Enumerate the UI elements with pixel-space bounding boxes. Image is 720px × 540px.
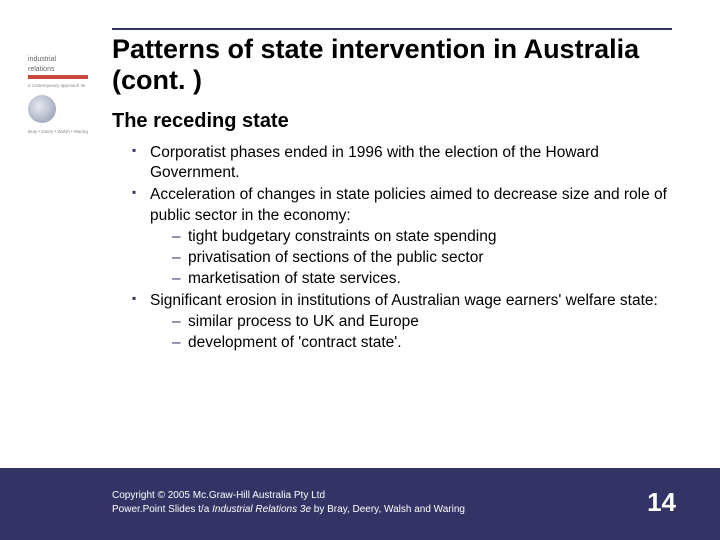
- bullet-text: Significant erosion in institutions of A…: [150, 292, 658, 309]
- bullet-item: Corporatist phases ended in 1996 with th…: [132, 143, 680, 183]
- sub-item: marketisation of state services.: [172, 269, 680, 289]
- bullet-text: Acceleration of changes in state policie…: [150, 186, 667, 223]
- slide-title: Patterns of state intervention in Austra…: [112, 34, 680, 96]
- page-number: 14: [647, 487, 676, 518]
- book-cover-thumbnail: industrial relations a contemporary appr…: [28, 56, 88, 186]
- copyright-line-2: Power.Point Slides t/a Industrial Relati…: [112, 503, 465, 517]
- thumb-authors: Bray • Deery • Walsh • Waring: [28, 129, 88, 135]
- sub-item: similar process to UK and Europe: [172, 312, 680, 332]
- bullet-list: Corporatist phases ended in 1996 with th…: [112, 143, 680, 353]
- content-area: Patterns of state intervention in Austra…: [112, 28, 680, 356]
- copyright-line-1: Copyright © 2005 Mc.Graw-Hill Australia …: [112, 489, 465, 503]
- thumb-accent-bar: [28, 75, 88, 79]
- sub-list: similar process to UK and Europe develop…: [150, 312, 680, 353]
- copyright-block: Copyright © 2005 Mc.Graw-Hill Australia …: [112, 489, 465, 516]
- copyright-prefix: Power.Point Slides t/a: [112, 504, 212, 515]
- bullet-item: Acceleration of changes in state policie…: [132, 185, 680, 289]
- slide: industrial relations a contemporary appr…: [0, 0, 720, 540]
- thumb-brand-top: industrial: [28, 56, 88, 64]
- thumb-micro-text: a contemporary approach 3e: [28, 83, 88, 89]
- sub-list: tight budgetary constraints on state spe…: [150, 227, 680, 289]
- sub-item: privatisation of sections of the public …: [172, 248, 680, 268]
- copyright-authors: by Bray, Deery, Walsh and Waring: [311, 504, 465, 515]
- slide-subtitle: The receding state: [112, 110, 680, 133]
- sub-item: tight budgetary constraints on state spe…: [172, 227, 680, 247]
- thumb-brand-bottom: relations: [28, 66, 88, 74]
- title-rule: [112, 28, 672, 30]
- bullet-text: Corporatist phases ended in 1996 with th…: [150, 144, 599, 181]
- sub-item: development of 'contract state'.: [172, 333, 680, 353]
- copyright-book-title: Industrial Relations 3e: [212, 504, 311, 515]
- thumb-globe-graphic: [28, 95, 56, 123]
- bullet-item: Significant erosion in institutions of A…: [132, 291, 680, 353]
